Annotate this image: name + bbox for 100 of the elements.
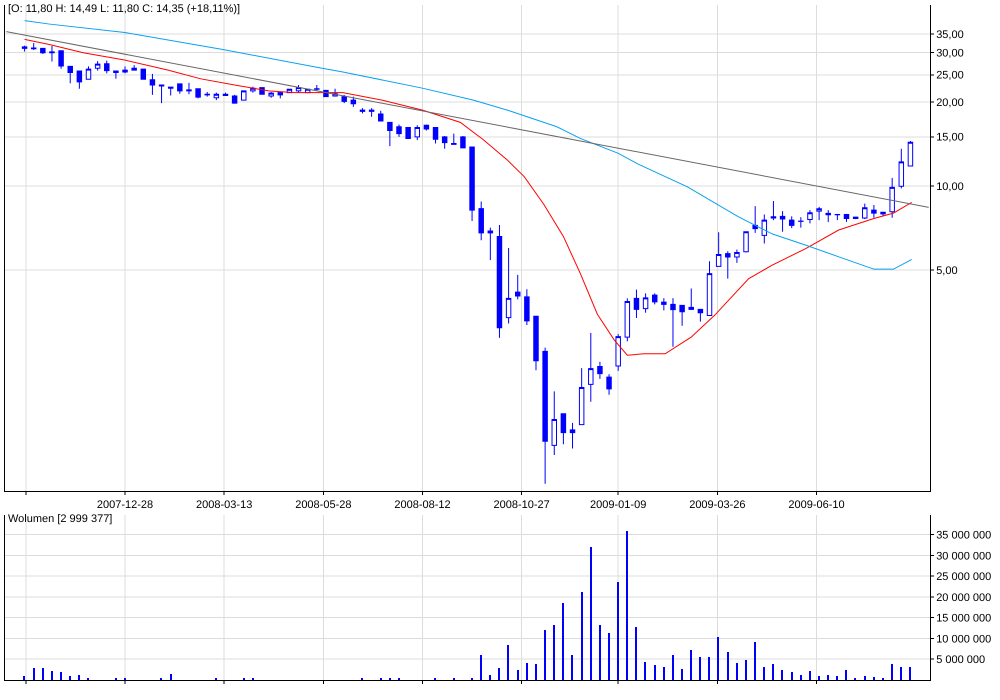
y-tick-label: 30,00 xyxy=(936,48,964,60)
bar xyxy=(827,675,829,680)
bar xyxy=(745,660,747,680)
candlestick xyxy=(204,92,210,98)
chart-title: Wolumen [2 999 377] xyxy=(8,513,112,525)
candlestick xyxy=(542,347,548,484)
y-tick-label: 15,00 xyxy=(936,132,964,144)
y-tick-label: 30 000 000 xyxy=(936,550,992,562)
bar xyxy=(663,667,665,680)
candlestick xyxy=(908,140,914,166)
candlestick xyxy=(606,374,612,396)
candlestick xyxy=(58,50,64,70)
candlestick xyxy=(780,210,786,232)
candlestick xyxy=(122,66,128,74)
bar xyxy=(626,531,628,680)
candlestick xyxy=(670,298,676,348)
candlestick xyxy=(752,206,758,234)
candlestick xyxy=(49,46,55,62)
candlestick xyxy=(232,94,238,104)
bar xyxy=(818,676,820,680)
bar xyxy=(544,630,546,680)
x-tick-label: 2008-03-13 xyxy=(196,499,252,512)
bar xyxy=(708,657,710,680)
candlestick xyxy=(770,200,776,221)
candlestick xyxy=(807,210,813,224)
bar xyxy=(581,592,583,680)
candlestick xyxy=(350,96,356,108)
bar xyxy=(617,582,619,680)
candlestick xyxy=(615,334,621,372)
candlestick xyxy=(469,146,475,222)
bar xyxy=(699,657,701,680)
candlestick xyxy=(871,204,877,218)
y-tick-label: 25 000 000 xyxy=(936,571,992,584)
bar xyxy=(526,663,528,680)
y-tick-label: 5 000 000 xyxy=(936,654,986,666)
bar xyxy=(800,675,802,680)
candlestick xyxy=(624,298,630,342)
candlestick xyxy=(195,88,201,99)
candlestick xyxy=(798,216,804,228)
bar xyxy=(754,642,756,680)
candlestick xyxy=(22,45,28,52)
candlestick xyxy=(826,210,831,223)
candlestick xyxy=(268,92,274,98)
bar xyxy=(608,633,610,680)
candlestick xyxy=(442,136,448,150)
candlestick xyxy=(314,84,320,91)
bar xyxy=(717,637,719,680)
candlestick xyxy=(716,232,722,267)
bar xyxy=(909,667,911,680)
bar xyxy=(33,668,35,680)
candlestick xyxy=(734,249,740,264)
bar xyxy=(635,627,637,680)
candlestick xyxy=(113,70,119,80)
x-tick-label: 2009-03-26 xyxy=(689,499,746,512)
bar xyxy=(836,676,838,680)
candlestick xyxy=(158,84,164,104)
bar xyxy=(864,676,866,680)
bar xyxy=(763,667,765,680)
bar xyxy=(781,670,783,680)
candlestick xyxy=(688,288,694,310)
candlestick xyxy=(414,124,420,141)
candlestick xyxy=(478,201,484,241)
line-series xyxy=(24,38,912,356)
y-tick-label: 35 000 000 xyxy=(936,530,992,542)
candlestick xyxy=(368,108,374,118)
bar xyxy=(480,655,482,680)
candlestick xyxy=(140,68,146,80)
candlestick xyxy=(679,304,685,326)
candlestick xyxy=(378,110,384,122)
candlestick xyxy=(880,212,886,216)
candlestick xyxy=(560,413,566,445)
candlestick xyxy=(150,73,156,96)
candlestick xyxy=(725,250,731,280)
bar xyxy=(507,645,509,680)
candlestick xyxy=(496,224,502,338)
x-tick-label: 2009-01-09 xyxy=(590,499,646,512)
candlestick xyxy=(533,316,539,371)
bar xyxy=(23,676,25,680)
bar xyxy=(690,650,692,680)
line-series xyxy=(24,20,912,270)
candlestick xyxy=(506,248,512,324)
candlestick xyxy=(788,216,794,229)
candlestick xyxy=(405,127,411,139)
candlestick xyxy=(424,124,430,132)
candlestick xyxy=(834,213,840,221)
y-tick-label: 15 000 000 xyxy=(936,612,992,625)
bar xyxy=(535,664,537,680)
bar xyxy=(553,625,555,680)
y-tick-label: 5,00 xyxy=(936,264,958,277)
bar xyxy=(791,672,793,680)
candlestick xyxy=(104,60,110,74)
candlestick xyxy=(214,92,220,101)
candlestick xyxy=(94,60,100,72)
candlestick xyxy=(76,70,82,90)
candlestick xyxy=(762,214,768,244)
candlestick xyxy=(844,213,850,222)
candlestick xyxy=(86,66,92,80)
candlestick xyxy=(460,136,466,148)
bar xyxy=(78,675,80,680)
bar xyxy=(599,625,601,680)
